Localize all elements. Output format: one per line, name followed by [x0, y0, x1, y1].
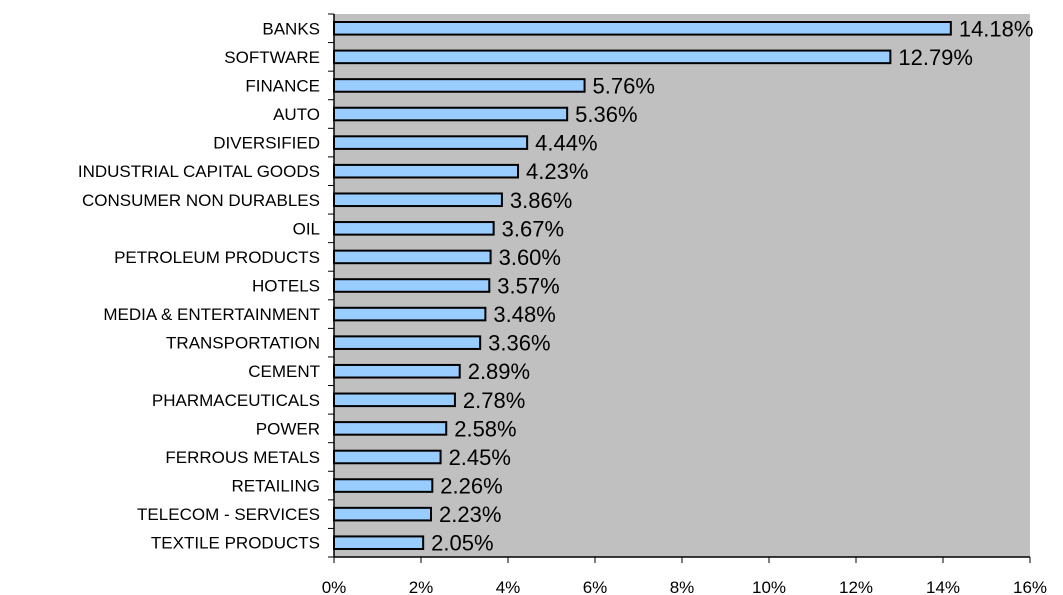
bar-1 — [333, 49, 892, 65]
data-label: 14.18% — [959, 16, 1034, 41]
bar-13 — [333, 392, 456, 408]
data-label: 12.79% — [898, 45, 973, 70]
category-label: AUTO — [273, 105, 320, 124]
axes: 0% 2% 4% 6% 8% 10% 12% 14% 16% — [322, 13, 1047, 595]
bar-9 — [333, 278, 491, 293]
category-label: OIL — [293, 219, 320, 238]
bar-11 — [333, 335, 482, 350]
x-tick-label: 8% — [670, 578, 695, 595]
x-tick-label: 16% — [1013, 578, 1047, 595]
data-label: 5.76% — [593, 73, 655, 98]
data-label: 5.36% — [575, 102, 637, 127]
bar-12 — [333, 363, 461, 379]
bar-4 — [333, 135, 529, 150]
category-label: CONSUMER NON DURABLES — [82, 191, 320, 210]
data-labels: 14.18% 12.79% 5.76% 5.36% 4.44% 4.23% 3.86% 3.6… — [431, 16, 1033, 555]
data-label: 2.05% — [431, 531, 493, 556]
bar-18 — [333, 535, 425, 550]
bar-2 — [333, 78, 586, 93]
bar-0 — [333, 21, 952, 36]
data-label: 2.45% — [449, 445, 511, 470]
data-label: 3.57% — [497, 274, 559, 299]
category-label: BANKS — [262, 19, 320, 38]
bar-10 — [333, 306, 487, 322]
data-label: 2.58% — [454, 416, 516, 441]
category-label: INDUSTRIAL CAPITAL GOODS — [78, 162, 320, 181]
x-tick-label: 10% — [752, 578, 786, 595]
category-label: TRANSPORTATION — [166, 334, 320, 353]
data-label: 4.23% — [526, 159, 588, 184]
bar-15 — [333, 449, 442, 465]
category-labels: BANKS SOFTWARE FINANCE AUTO DIVERSIFIED INDUS… — [78, 19, 320, 552]
category-label: PETROLEUM PRODUCTS — [114, 248, 320, 267]
category-label: MEDIA & ENTERTAINMENT — [103, 305, 320, 324]
bar-5 — [333, 163, 520, 179]
category-label: PHARMACEUTICALS — [152, 391, 320, 410]
x-tick-label: 2% — [409, 578, 434, 595]
category-label: FERROUS METALS — [165, 448, 320, 467]
category-label: RETAILING — [232, 477, 320, 496]
category-label: POWER — [256, 419, 320, 438]
category-label: CEMENT — [248, 362, 320, 381]
category-label: FINANCE — [245, 76, 320, 95]
category-label: DIVERSIFIED — [213, 134, 320, 153]
data-label: 4.44% — [535, 131, 597, 156]
bar-16 — [333, 478, 434, 493]
data-label: 3.36% — [488, 331, 550, 356]
data-label: 3.67% — [502, 216, 564, 241]
data-label: 3.60% — [499, 245, 561, 270]
bar-3 — [333, 106, 569, 122]
data-label: 2.26% — [440, 474, 502, 499]
x-tick-label: 4% — [496, 578, 521, 595]
category-label: HOTELS — [252, 277, 320, 296]
category-label: TEXTILE PRODUCTS — [151, 534, 320, 553]
bar-8 — [333, 249, 492, 265]
x-tick-label: 12% — [839, 578, 873, 595]
category-label: SOFTWARE — [224, 48, 320, 67]
bar-6 — [333, 192, 503, 208]
data-label: 3.86% — [510, 188, 572, 213]
data-label: 3.48% — [493, 302, 555, 327]
data-label: 2.89% — [468, 359, 530, 384]
bar-7 — [333, 221, 495, 236]
bar-17 — [333, 506, 433, 522]
x-tick-label: 6% — [583, 578, 608, 595]
x-tick-label: 14% — [926, 578, 960, 595]
data-label: 2.23% — [439, 502, 501, 527]
bar-14 — [333, 421, 448, 436]
x-tick-label: 0% — [322, 578, 347, 595]
category-label: TELECOM - SERVICES — [137, 505, 320, 524]
data-label: 2.78% — [463, 388, 525, 413]
